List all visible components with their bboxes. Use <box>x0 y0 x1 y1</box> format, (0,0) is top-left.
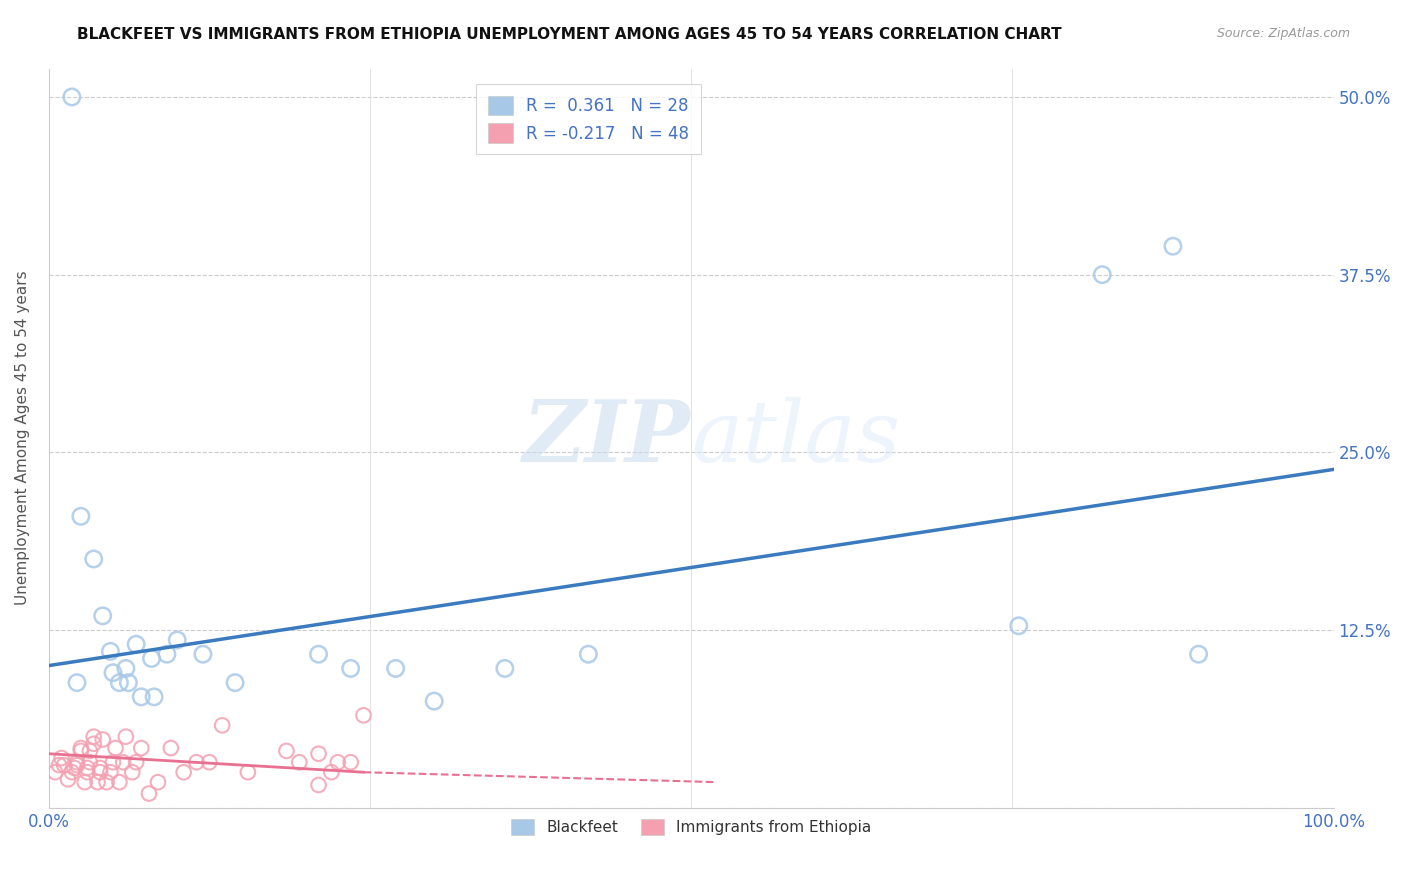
Point <box>60 90 83 104</box>
Text: BLACKFEET VS IMMIGRANTS FROM ETHIOPIA UNEMPLOYMENT AMONG AGES 45 TO 54 YEARS COR: BLACKFEET VS IMMIGRANTS FROM ETHIOPIA UN… <box>77 27 1062 42</box>
Point <box>129 690 152 704</box>
Point <box>76 765 98 780</box>
Point <box>100 644 122 658</box>
Point <box>166 632 188 647</box>
Point <box>276 744 298 758</box>
Point <box>576 647 599 661</box>
Point <box>339 756 361 770</box>
Point <box>48 758 70 772</box>
Point <box>173 765 195 780</box>
Point <box>44 765 66 780</box>
Point <box>100 765 122 780</box>
Point <box>91 608 114 623</box>
Point <box>89 765 111 780</box>
Point <box>308 647 330 661</box>
Point <box>121 765 143 780</box>
Point <box>117 675 139 690</box>
Point <box>70 744 93 758</box>
Point <box>53 758 76 772</box>
Point <box>186 756 208 770</box>
Point <box>353 708 375 723</box>
Point <box>56 772 79 787</box>
Point <box>1187 647 1209 661</box>
Point <box>1091 268 1114 282</box>
Point <box>112 756 135 770</box>
Point <box>129 741 152 756</box>
Point <box>63 761 86 775</box>
Point <box>321 765 343 780</box>
Point <box>1008 619 1031 633</box>
Point <box>308 778 330 792</box>
Point <box>156 647 179 661</box>
Point <box>198 756 221 770</box>
Point <box>76 761 98 775</box>
Point <box>326 756 349 770</box>
Point <box>159 741 181 756</box>
Legend: Blackfeet, Immigrants from Ethiopia: Blackfeet, Immigrants from Ethiopia <box>502 810 880 845</box>
Point <box>70 741 93 756</box>
Point <box>83 552 105 566</box>
Point <box>108 675 131 690</box>
Point <box>384 661 406 675</box>
Text: atlas: atlas <box>692 397 900 480</box>
Point <box>288 756 311 770</box>
Point <box>191 647 214 661</box>
Point <box>79 756 101 770</box>
Point <box>236 765 259 780</box>
Point <box>70 509 93 524</box>
Point <box>423 694 446 708</box>
Point <box>224 675 246 690</box>
Point <box>60 765 83 780</box>
Point <box>211 718 233 732</box>
Point <box>73 775 96 789</box>
Point <box>83 737 105 751</box>
Point <box>66 756 89 770</box>
Point <box>141 651 163 665</box>
Point <box>83 730 105 744</box>
Point <box>125 637 148 651</box>
Point <box>494 661 516 675</box>
Text: Source: ZipAtlas.com: Source: ZipAtlas.com <box>1216 27 1350 40</box>
Text: ZIP: ZIP <box>523 396 692 480</box>
Point <box>96 775 118 789</box>
Point <box>89 761 111 775</box>
Point <box>143 690 166 704</box>
Point <box>108 775 131 789</box>
Point <box>79 744 101 758</box>
Point <box>1161 239 1184 253</box>
Point <box>125 756 148 770</box>
Point <box>101 756 124 770</box>
Point <box>51 751 73 765</box>
Point <box>66 758 89 772</box>
Point <box>66 675 89 690</box>
Point <box>101 665 124 680</box>
Point <box>86 775 108 789</box>
Point <box>104 741 127 756</box>
Point <box>138 787 160 801</box>
Point <box>308 747 330 761</box>
Y-axis label: Unemployment Among Ages 45 to 54 years: Unemployment Among Ages 45 to 54 years <box>15 271 30 606</box>
Point <box>146 775 169 789</box>
Point <box>339 661 361 675</box>
Point <box>114 730 136 744</box>
Point <box>91 732 114 747</box>
Point <box>114 661 136 675</box>
